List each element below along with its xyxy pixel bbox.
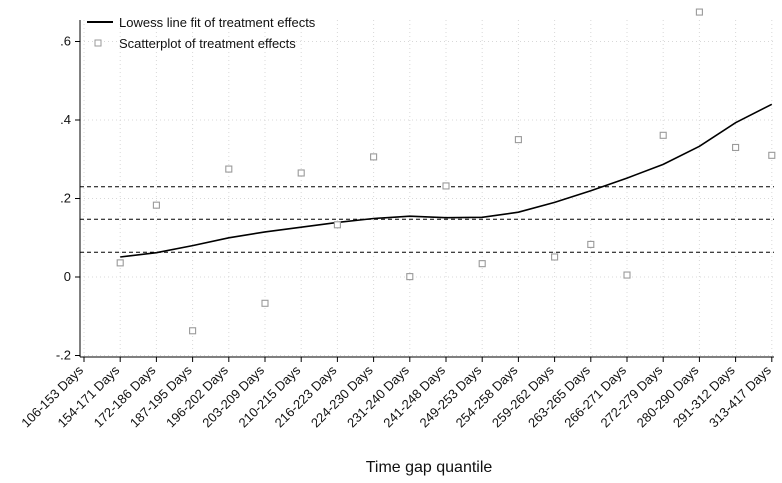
scatter-point <box>152 201 160 209</box>
y-tick-label: -.2 <box>56 348 71 363</box>
scatter-point <box>732 143 740 152</box>
scatter-point <box>587 240 595 248</box>
legend-label-lowess: Lowess line fit of treatment effects <box>119 15 316 30</box>
x-tick-label: 106-153 Days <box>18 362 86 430</box>
lowess-line <box>120 103 773 258</box>
legend-label-scatter: Scatterplot of treatment effects <box>119 36 296 51</box>
scatter-point <box>333 221 341 229</box>
scatter-point <box>297 169 305 177</box>
y-tick-label: .6 <box>60 34 71 49</box>
legend: Lowess line fit of treatment effects Sca… <box>87 15 316 51</box>
scatter-point <box>768 151 776 159</box>
lowess-series <box>120 103 773 258</box>
y-tick-label: .2 <box>60 191 71 206</box>
scatter-point <box>225 165 233 173</box>
grid <box>80 20 774 357</box>
scatter-point <box>623 271 631 279</box>
scatter-point <box>116 259 124 267</box>
scatter-point <box>551 253 559 261</box>
y-tick-label: 0 <box>64 269 71 284</box>
reference-lines <box>80 186 774 253</box>
scatter-point <box>478 260 486 268</box>
y-tick-label: .4 <box>60 112 71 127</box>
scatter-point <box>189 327 197 335</box>
y-axis-ticks: -.2 0 .2 .4 .6 <box>56 34 80 363</box>
scatter-point <box>514 136 522 144</box>
scatter-point <box>659 131 667 139</box>
x-axis-label: Time gap quantile <box>366 459 493 476</box>
scatter-point <box>695 8 703 16</box>
scatter-point <box>370 153 378 161</box>
scatter-point <box>406 273 414 281</box>
scatter-series <box>116 8 776 335</box>
scatter-point <box>261 299 269 307</box>
legend-square-symbol <box>94 39 102 47</box>
scatter-point <box>442 182 450 190</box>
